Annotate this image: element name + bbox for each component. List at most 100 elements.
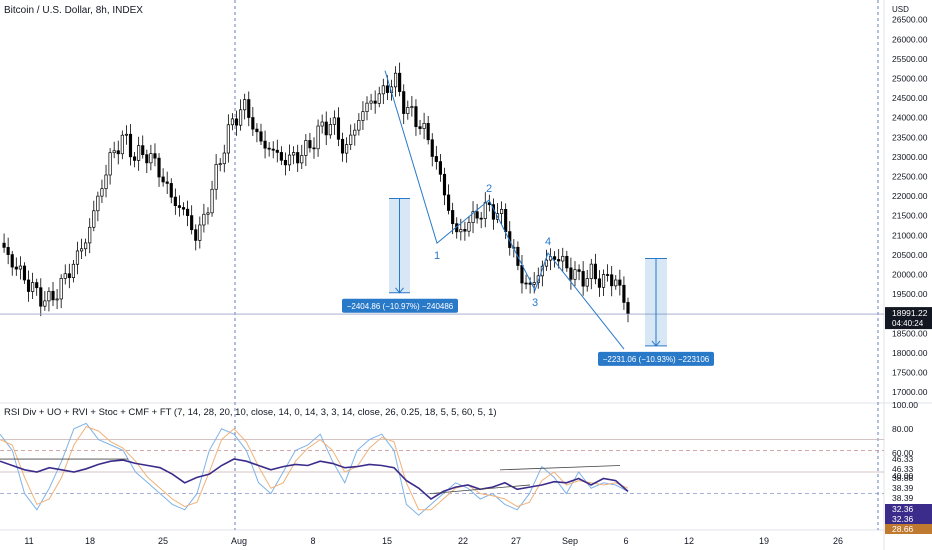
- measure-label-2: −2231.06 (−10.93%) −223106: [603, 355, 710, 364]
- candle-up: [332, 117, 336, 125]
- candle-up: [357, 120, 361, 131]
- osc-tick-label: 100.00: [892, 400, 918, 410]
- price-tick-label: 23000.00: [892, 152, 928, 162]
- time-tick-label: 8: [310, 536, 315, 546]
- price-tick-label: 26500.00: [892, 15, 928, 25]
- price-tick-label: 21500.00: [892, 211, 928, 221]
- candle-down: [6, 247, 10, 255]
- osc-tick-label: 46.33: [892, 454, 914, 464]
- candle-up: [31, 282, 35, 292]
- candle-down: [153, 153, 157, 159]
- candle-up: [112, 150, 116, 154]
- measure-arrowhead-2: [651, 340, 661, 347]
- candle-up: [561, 255, 565, 262]
- candle-down: [247, 99, 251, 118]
- candle-down: [14, 266, 18, 270]
- candle-down: [255, 128, 259, 133]
- osc-badge-label: 32.36: [892, 504, 914, 514]
- candle-down: [569, 267, 573, 280]
- candle-down: [622, 284, 626, 303]
- candle-down: [177, 205, 182, 208]
- candle-down: [520, 265, 524, 284]
- candle-down: [141, 145, 145, 156]
- candle-down: [626, 302, 630, 315]
- candle-up: [585, 278, 589, 287]
- candle-up: [361, 111, 365, 121]
- candles: [0, 62, 884, 323]
- candle-up: [243, 99, 247, 111]
- elliott-wave-line: [384, 70, 625, 350]
- price-tick-label: 23500.00: [892, 132, 928, 142]
- measure-arrowhead-1: [395, 287, 404, 294]
- candle-down: [373, 100, 377, 104]
- candle-up: [214, 164, 218, 190]
- currency-label: USD: [892, 5, 909, 14]
- candle-up: [365, 102, 369, 112]
- candle-up: [459, 229, 463, 233]
- candle-up: [230, 118, 235, 126]
- price-tick-label: 17000.00: [892, 387, 928, 397]
- time-tick-label: 22: [458, 536, 468, 546]
- candle-up: [84, 242, 88, 250]
- candle-up: [43, 300, 47, 307]
- measure-label-1: −2404.86 (−10.97%) −240486: [347, 302, 454, 311]
- candle-down: [39, 287, 43, 307]
- candle-up: [202, 213, 206, 226]
- osc-tick-label: 38.88: [892, 473, 914, 483]
- wave-label-2: 2: [486, 183, 492, 195]
- candle-up: [589, 263, 593, 279]
- candle-down: [418, 126, 422, 129]
- candle-down: [10, 254, 14, 268]
- candle-up: [198, 224, 202, 241]
- current-price-badge: [885, 307, 932, 330]
- wave-label-1: 1: [434, 250, 440, 262]
- price-tick-label: 22000.00: [892, 191, 928, 201]
- candle-up: [369, 100, 373, 104]
- price-tick-label: 18000.00: [892, 348, 928, 358]
- candle-up: [59, 278, 63, 300]
- candle-down: [312, 147, 316, 150]
- candle-up: [222, 152, 226, 165]
- wave-label-3: 3: [532, 297, 538, 309]
- candle-down: [479, 217, 483, 220]
- candle-down: [414, 106, 418, 128]
- time-axis: 11 18 25 Aug 8 15 22 27 Sep 6 12 19 26: [24, 536, 843, 546]
- candle-down: [597, 278, 602, 288]
- candle-down: [145, 154, 149, 164]
- candle-down: [581, 271, 585, 287]
- candle-down: [51, 290, 55, 301]
- candle-up: [75, 250, 80, 265]
- candle-up: [467, 222, 471, 232]
- osc-tick-label: 40.00: [892, 471, 914, 481]
- candle-up: [226, 124, 230, 154]
- candle-down: [186, 208, 190, 216]
- divergence-line-3: [499, 465, 621, 471]
- price-tick-label: 20500.00: [892, 250, 928, 260]
- candle-down: [275, 149, 279, 153]
- candle-down: [451, 210, 455, 225]
- candle-down: [181, 207, 186, 210]
- candle-down: [116, 150, 120, 155]
- divergence-line-2: [429, 484, 531, 494]
- candle-up: [422, 123, 426, 129]
- current-price-label: 18991.22: [892, 308, 928, 318]
- osc-tick-label: 38.39: [892, 493, 914, 503]
- indicator-legend: RSI Div + UO + RVI + Stoc + CMF + FT (7,…: [4, 407, 497, 418]
- candle-up: [18, 265, 22, 270]
- candle-up: [316, 125, 320, 150]
- candle-up: [410, 106, 414, 108]
- price-tick-label: 25500.00: [892, 54, 928, 64]
- osc-badge-bg: [885, 514, 932, 524]
- candle-down: [165, 181, 169, 184]
- candle-down: [259, 131, 263, 142]
- wave-label-4: 4: [545, 236, 551, 248]
- candle-up: [345, 144, 349, 154]
- osc-series-2: [0, 425, 629, 511]
- candle-down: [267, 147, 271, 150]
- candle-down: [577, 269, 581, 272]
- candle-down: [35, 282, 39, 289]
- oscillator-axis: 100.0080.0060.0046.3346.3340.0038.8838.3…: [885, 400, 932, 534]
- candle-down: [618, 279, 622, 286]
